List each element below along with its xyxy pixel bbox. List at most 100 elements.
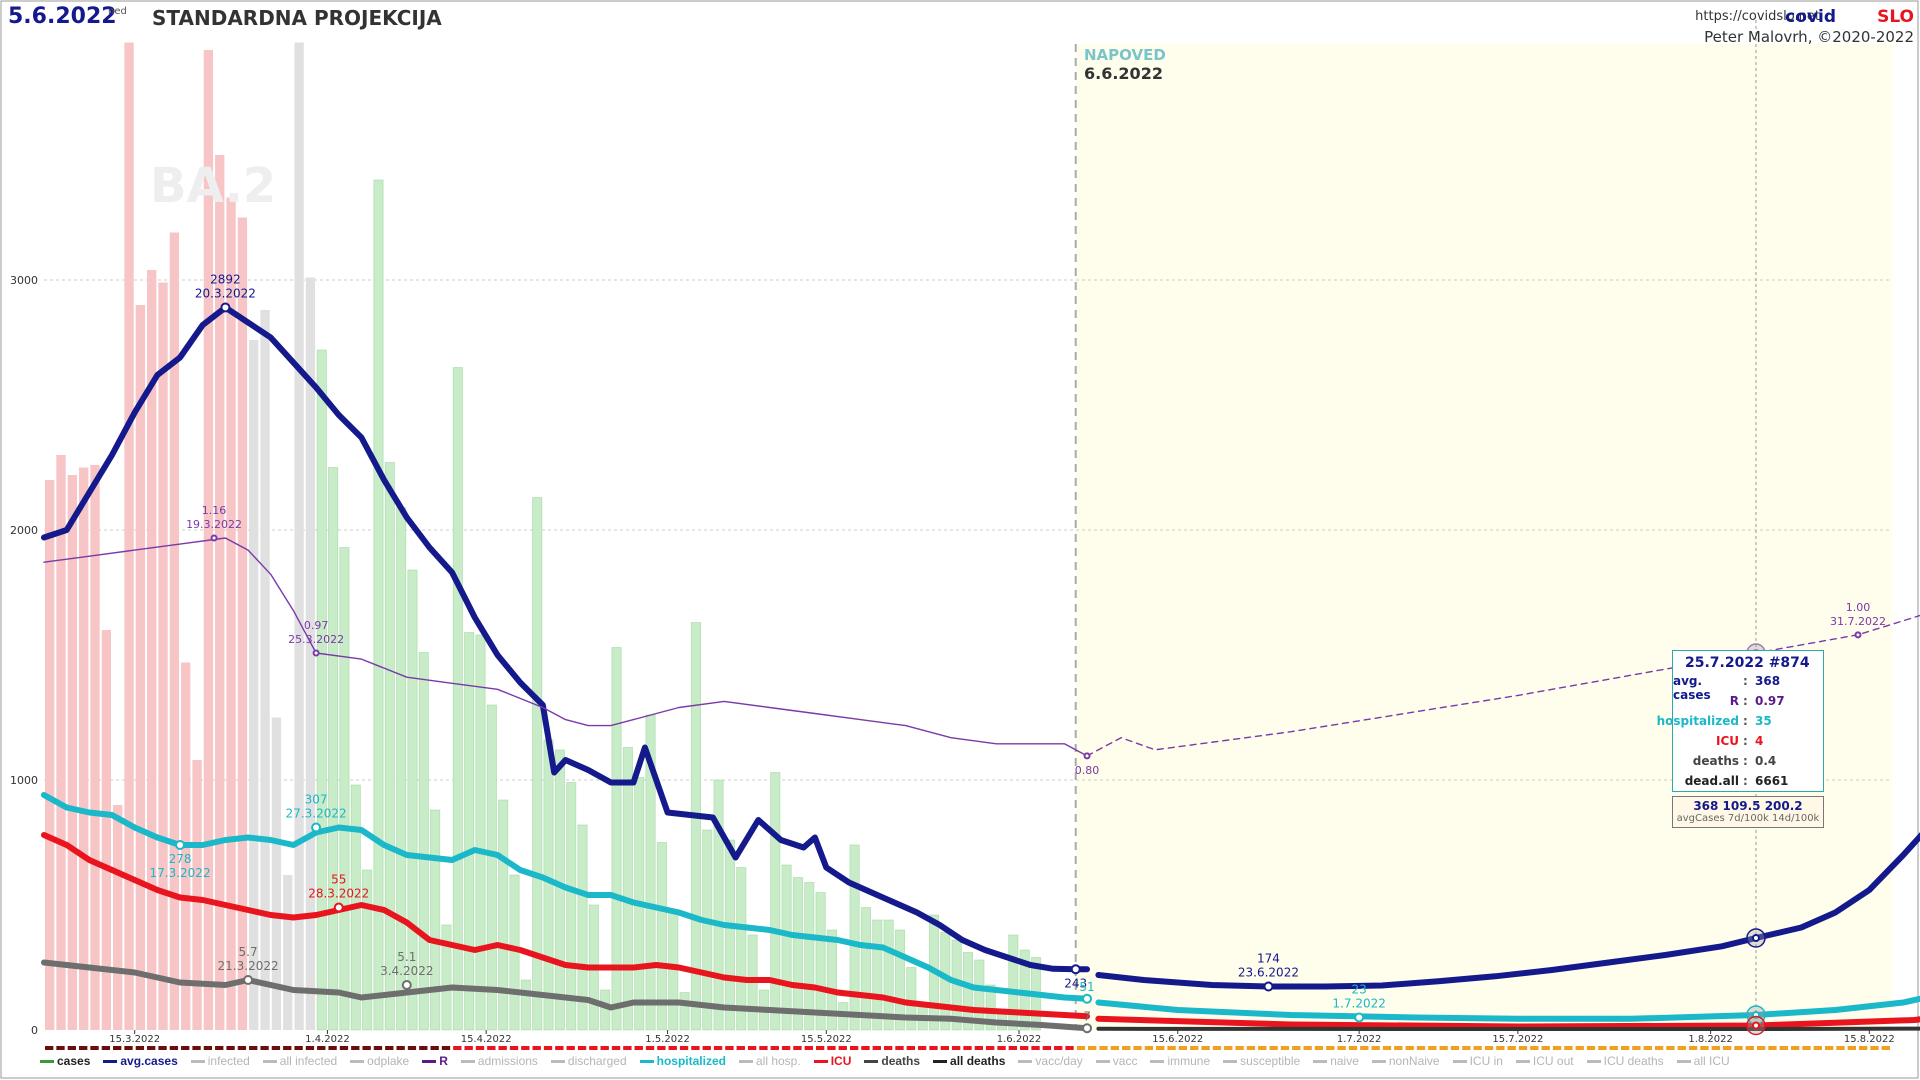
date-strip-cell xyxy=(1564,1046,1573,1050)
date-strip-cell xyxy=(419,1046,428,1050)
incidence-values: 368 109.5 200.2 xyxy=(1693,799,1803,813)
cases-bar xyxy=(690,622,701,1031)
date-strip-cell xyxy=(1484,1046,1494,1050)
annotation-marker xyxy=(401,980,412,990)
legend-item-hospitalized[interactable]: hospitalized xyxy=(639,1054,726,1068)
legend-item-discharged[interactable]: discharged xyxy=(550,1054,627,1068)
date-strip-cell xyxy=(1167,1046,1176,1050)
annotation-marker xyxy=(1070,964,1081,975)
legend-item-all-hosp-[interactable]: all hosp. xyxy=(738,1054,801,1068)
date-strip-cell xyxy=(45,1046,54,1050)
legend-item-cases[interactable]: cases xyxy=(40,1054,90,1068)
incidence-box: 368 109.5 200.2 avgCases 7d/100k 14d/100… xyxy=(1672,796,1824,828)
date-strip-cell xyxy=(1632,1046,1641,1050)
legend-label: cases xyxy=(57,1054,91,1068)
legend-swatch xyxy=(864,1060,879,1064)
legend-label: susceptible xyxy=(1240,1054,1301,1068)
legend-item-odplake[interactable]: odplake xyxy=(350,1054,409,1068)
date-strip-cell xyxy=(1666,1046,1675,1050)
tooltip-colon: : xyxy=(1743,734,1748,748)
cases-bar xyxy=(464,632,475,1031)
legend-item-all-deaths[interactable]: all deaths xyxy=(933,1054,1005,1068)
legend-item-infected[interactable]: infected xyxy=(190,1054,250,1068)
legend-item-immune[interactable]: immune xyxy=(1150,1054,1210,1068)
legend-swatch xyxy=(1371,1060,1386,1064)
legend-item-naive[interactable]: naive xyxy=(1313,1054,1359,1068)
annotation-date: 20.3.2022 xyxy=(195,287,256,301)
date-strip-cell xyxy=(1076,1046,1086,1050)
cases-bar xyxy=(849,844,860,1031)
legend-label: ICU out xyxy=(1532,1054,1574,1068)
date-strip-cell xyxy=(135,1046,145,1050)
legend-label: R xyxy=(439,1054,448,1068)
date-strip-cell xyxy=(362,1046,371,1050)
legend-item-all-icu[interactable]: all ICU xyxy=(1676,1054,1730,1068)
date-strip-cell xyxy=(1620,1046,1630,1050)
x-tick-label: 1.4.2022 xyxy=(305,1034,350,1045)
legend-item-vacc-day[interactable]: vacc/day xyxy=(1018,1054,1083,1068)
date-strip-cell xyxy=(1507,1046,1516,1050)
annotation-value: 5.7 xyxy=(239,945,258,959)
tooltip-colon: : xyxy=(1743,674,1748,688)
annotation-date: 1.7.2022 xyxy=(1332,997,1385,1011)
date-strip-cell xyxy=(1054,1046,1063,1050)
series-icu xyxy=(41,832,1090,1020)
legend-label: avg.cases xyxy=(120,1054,178,1068)
annotation-value: 174 xyxy=(1257,952,1280,966)
tooltip-row: dead.all:6661 xyxy=(1673,771,1823,791)
legend-swatch xyxy=(738,1060,753,1064)
date-strip-cell xyxy=(1530,1046,1539,1050)
legend-item-vacc[interactable]: vacc xyxy=(1095,1054,1137,1068)
legend-item-admissions[interactable]: admissions xyxy=(460,1054,538,1068)
date-strip-cell xyxy=(396,1046,405,1050)
site-link[interactable]: https://covidslo.net xyxy=(1695,9,1820,24)
annotation-date: 23.6.2022 xyxy=(1238,966,1299,980)
date-strip-cell xyxy=(1314,1046,1324,1050)
date-strip-cell xyxy=(1473,1046,1482,1050)
legend-swatch xyxy=(1018,1060,1033,1064)
legend-item-icu-out[interactable]: ICU out xyxy=(1515,1054,1574,1068)
date-strip-cell xyxy=(1122,1046,1131,1050)
date-strip-cell xyxy=(271,1046,281,1050)
cases-bar xyxy=(974,959,985,1031)
date-strip-cell xyxy=(1598,1046,1607,1050)
legend-item-icu-in[interactable]: ICU in xyxy=(1452,1054,1503,1068)
annotation-marker xyxy=(1082,1023,1093,1034)
cases-bar xyxy=(45,480,55,1030)
cases-bar xyxy=(520,979,531,1031)
date-strip-cell xyxy=(1688,1046,1698,1050)
date-strip-cell xyxy=(849,1046,859,1050)
date-strip-cell xyxy=(611,1046,621,1050)
legend-item-all-infected[interactable]: all infected xyxy=(262,1054,337,1068)
cases-bar xyxy=(475,634,486,1031)
date-strip-cell xyxy=(623,1046,632,1050)
date-strip-cell xyxy=(793,1046,802,1050)
legend-item-r[interactable]: R xyxy=(422,1054,448,1068)
date-strip-cell xyxy=(1212,1046,1222,1050)
series-icu-forecast- xyxy=(1095,1015,1920,1030)
legend-item-deaths[interactable]: deaths xyxy=(864,1054,920,1068)
cases-bar xyxy=(226,197,236,1030)
legend-item-avg-cases[interactable]: avg.cases xyxy=(103,1054,178,1068)
annotation-marker xyxy=(311,822,322,833)
date-strip-cell xyxy=(1428,1046,1437,1050)
legend-item-icu-deaths[interactable]: ICU deaths xyxy=(1586,1054,1664,1068)
annotation-marker xyxy=(220,302,231,313)
cases-bar xyxy=(860,907,872,1031)
date-strip-cell xyxy=(1802,1046,1811,1050)
legend-item-susceptible[interactable]: susceptible xyxy=(1223,1054,1300,1068)
series-avg-cases-forecast- xyxy=(1095,832,1920,990)
annotation-marker xyxy=(175,840,186,850)
legend-item-icu[interactable]: ICU xyxy=(813,1054,852,1068)
date-strip-cell xyxy=(169,1046,179,1050)
legend-label: ICU xyxy=(830,1054,852,1068)
legend-item-nonnaive[interactable]: nonNaive xyxy=(1371,1054,1440,1068)
date-strip-cell xyxy=(1110,1046,1120,1050)
date-strip-cell xyxy=(1439,1046,1448,1050)
tooltip-row: ICU:4 xyxy=(1673,731,1823,751)
date-strip-cell xyxy=(1450,1046,1460,1050)
date-strip-cell xyxy=(555,1046,564,1050)
date-strip-cell xyxy=(1042,1046,1052,1050)
cases-bar xyxy=(713,779,724,1031)
cases-bar xyxy=(611,647,622,1031)
